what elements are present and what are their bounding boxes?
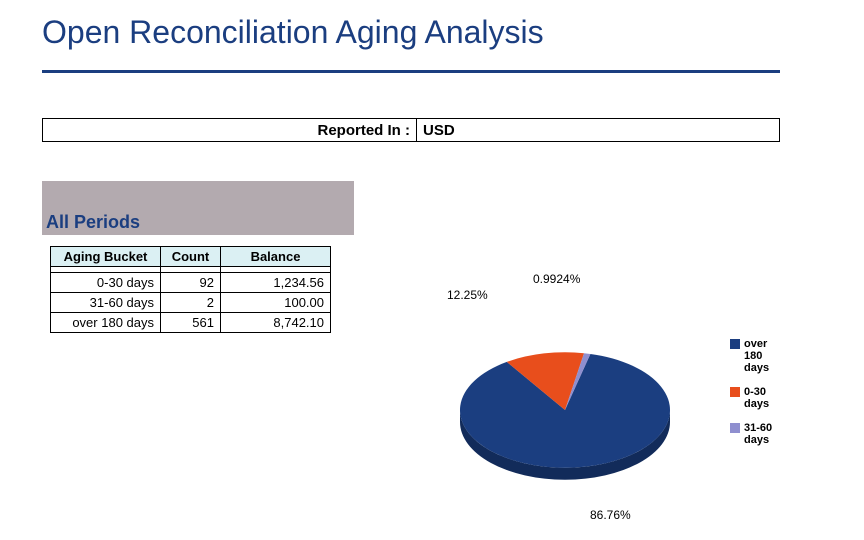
reported-in-value: USD [417, 118, 780, 142]
col-header-bucket: Aging Bucket [51, 247, 161, 267]
legend-label: over 180 days [744, 338, 784, 374]
pie-svg [425, 280, 705, 540]
cell-balance: 1,234.56 [221, 273, 331, 293]
reported-in-row: Reported In : USD [42, 118, 780, 142]
legend-item: 0-30 days [730, 386, 784, 410]
cell-balance: 100.00 [221, 293, 331, 313]
col-header-balance: Balance [221, 247, 331, 267]
aging-table: Aging Bucket Count Balance 0-30 days 92 … [50, 246, 331, 333]
legend-item: over 180 days [730, 338, 784, 374]
cell-count: 92 [161, 273, 221, 293]
pie-legend: over 180 days 0-30 days 31-60 days [730, 338, 784, 458]
cell-count: 561 [161, 313, 221, 333]
title-rule [42, 70, 780, 73]
cell-balance: 8,742.10 [221, 313, 331, 333]
cell-count: 2 [161, 293, 221, 313]
section-header: All Periods [46, 212, 140, 233]
table-row: 0-30 days 92 1,234.56 [51, 273, 331, 293]
pie-slice-label: 86.76% [590, 508, 631, 522]
cell-bucket: 0-30 days [51, 273, 161, 293]
legend-swatch [730, 339, 740, 349]
pie-slice-label: 0.9924% [533, 272, 580, 286]
pie-slice-label: 12.25% [447, 288, 488, 302]
cell-bucket: over 180 days [51, 313, 161, 333]
table-header-row: Aging Bucket Count Balance [51, 247, 331, 267]
page-title: Open Reconciliation Aging Analysis [42, 14, 544, 51]
table-row: over 180 days 561 8,742.10 [51, 313, 331, 333]
legend-swatch [730, 423, 740, 433]
legend-label: 31-60 days [744, 422, 784, 446]
col-header-count: Count [161, 247, 221, 267]
reported-in-label: Reported In : [42, 118, 417, 142]
table-row: 31-60 days 2 100.00 [51, 293, 331, 313]
cell-bucket: 31-60 days [51, 293, 161, 313]
legend-item: 31-60 days [730, 422, 784, 446]
pie-chart: 86.76%12.25%0.9924% [425, 280, 705, 520]
legend-label: 0-30 days [744, 386, 784, 410]
legend-swatch [730, 387, 740, 397]
